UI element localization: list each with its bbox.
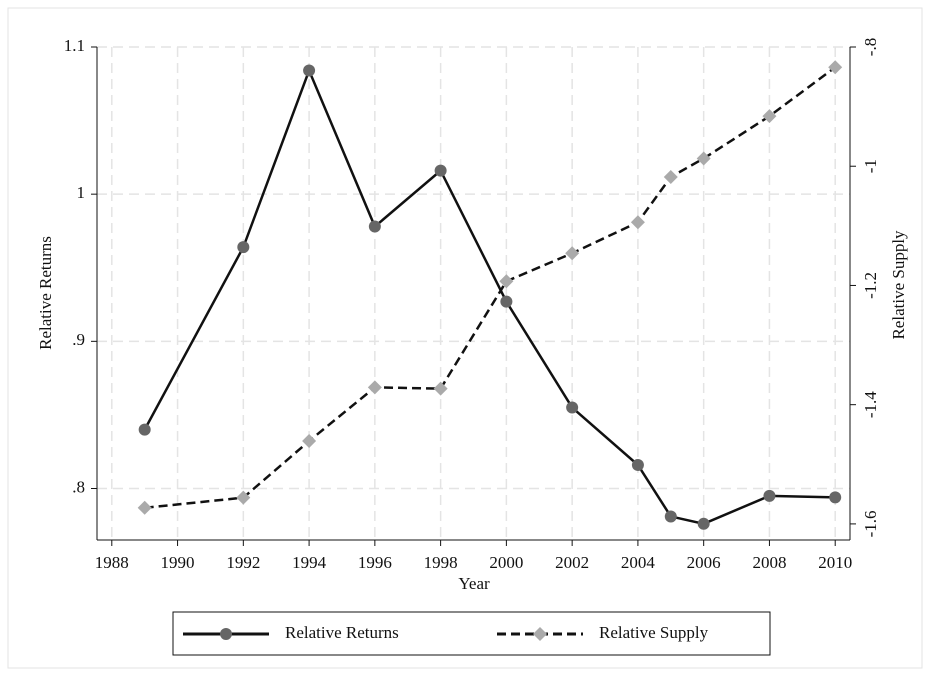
marker (303, 64, 316, 77)
marker (663, 169, 678, 184)
y-tick-label: 1.1 (64, 36, 85, 55)
x-tick-label: 1994 (292, 553, 327, 572)
series-line (144, 66, 836, 510)
x-tick-label: 2006 (687, 553, 721, 572)
y2-tick-label: -1.6 (861, 510, 880, 537)
x-tick-label: 2002 (555, 553, 589, 572)
legend (172, 611, 771, 656)
marker (829, 491, 842, 504)
marker (631, 458, 644, 471)
marker (499, 274, 514, 289)
legend-marker (533, 627, 547, 641)
marker (565, 246, 580, 261)
y-tick-label: .8 (72, 477, 85, 496)
marker (434, 164, 447, 177)
marker (302, 434, 317, 449)
legend-marker (220, 628, 232, 640)
series-line (143, 67, 836, 526)
x-tick-label: 1996 (358, 553, 392, 572)
x-tick-label: 1988 (95, 553, 129, 572)
y-tick-label: .9 (72, 330, 85, 349)
outer-frame (7, 7, 923, 669)
y-axis-title: Relative Returns (36, 236, 55, 350)
marker (138, 423, 151, 436)
y2-tick-label: -1 (861, 159, 880, 173)
x-axis-title: Year (458, 574, 490, 593)
marker (630, 215, 645, 230)
y2-tick-label: -.8 (861, 38, 880, 56)
marker (433, 381, 448, 396)
marker (566, 401, 579, 414)
x-tick-label: 2008 (752, 553, 786, 572)
x-tick-label: 2000 (489, 553, 523, 572)
marker (762, 109, 777, 124)
x-tick-label: 1998 (424, 553, 458, 572)
marker (236, 490, 251, 505)
y-tick-label: 1 (77, 183, 86, 202)
marker (368, 220, 381, 233)
y2-tick-label: -1.2 (861, 272, 880, 299)
marker (237, 241, 250, 254)
x-tick-label: 2004 (621, 553, 656, 572)
x-tick-label: 2010 (818, 553, 852, 572)
y2-tick-label: -1.4 (861, 391, 880, 418)
x-tick-label: 1990 (161, 553, 195, 572)
marker (696, 151, 711, 166)
marker (664, 510, 677, 523)
x-tick-label: 1992 (226, 553, 260, 572)
marker (367, 380, 382, 395)
marker (500, 295, 513, 308)
legend-label: Relative Returns (285, 623, 399, 642)
y2-axis-title: Relative Supply (889, 230, 908, 340)
marker (763, 489, 776, 502)
marker (828, 60, 843, 75)
legend-label: Relative Supply (599, 623, 709, 642)
marker (137, 500, 152, 515)
marker (697, 517, 710, 530)
